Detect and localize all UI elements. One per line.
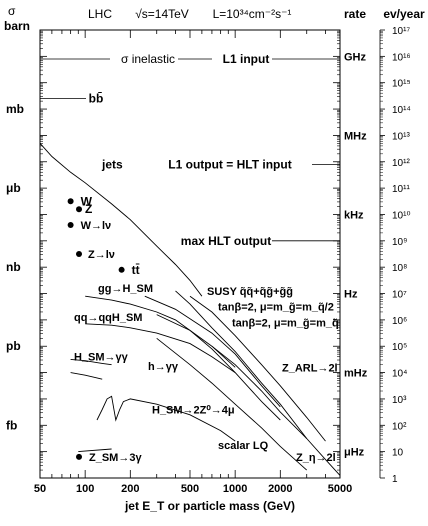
left-unit-label: mb [6,102,24,116]
markers [67,198,125,460]
left-unit-label: fb [6,418,17,432]
evyear-tick-label: 10¹⁷ [392,26,410,37]
marker-label-w: W [81,194,93,208]
curve-label-qq-qqh: qq→qqH_SM [74,312,142,324]
curve-tan-2-m-g-m-q-2 [144,295,281,408]
marker-z [76,206,83,213]
curve-jets [39,142,203,297]
evyear-tick-label: 10¹⁰ [392,210,410,221]
evyear-tick-label: 10¹⁴ [392,105,411,116]
x-tick-label: 50 [34,483,46,495]
curve-label-h-4mu: H_SM→2Z⁰→4μ [152,404,235,416]
rate-unit-label: kHz [344,209,364,221]
x-tick-label: 1000 [223,483,247,495]
marker-z-l- [76,251,83,257]
evyear-tick-label: 10⁸ [392,263,407,274]
ref-label-sigma-inelastic: σ inelastic [121,52,175,66]
header-rate: rate [344,7,366,21]
labels: 50 100 200 500 1000 2000 5000 jet E_T or partic… [4,4,425,513]
curve-label-gg-h: gg→H_SM [98,283,153,295]
header-machine: LHC [88,7,112,21]
curve-label-susy: SUSY q̃q̃+q̃g̃+g̃g̃ [207,286,293,298]
curve-label-h-gg-susy: h→γγ [148,361,179,373]
curves [39,142,341,476]
curve-label-scalar-lq: scalar LQ [218,440,269,452]
curve-label-zarl: Z_ARL→2l [282,362,338,374]
x-tick-label: 100 [76,483,94,495]
curve-susy-q-q-q-g-g-g- [175,290,308,439]
evyear-tick-label: 10¹² [392,158,410,169]
ref-label-max-hlt: max HLT output [181,234,271,248]
rate-unit-label: mHz [344,368,368,380]
left-unit-label: μb [6,181,21,195]
evyear-tick-label: 10¹¹ [392,184,410,195]
marker-label-tt: tt̄ [132,263,140,277]
marker-label-w-lnu: W→lν [81,220,112,232]
curve-label-h-gammagamma: H_SM→γγ [74,352,129,364]
evyear-tick-label: 10¹⁵ [392,79,411,90]
curve-label-zeta: Z_η→2l [296,452,336,464]
evyear-tick-label: 10⁶ [392,316,407,327]
evyear-tick-label: 10 [392,448,404,459]
rate-unit-label: GHz [344,51,367,63]
evyear-tick-label: 10³ [392,395,407,406]
x-tick-label: 200 [121,483,139,495]
curve-label-tanb-full: tanβ=2, μ=m_g̃=m_q̃ [232,317,339,329]
evyear-tick-label: 10⁷ [392,290,407,301]
curve-h-sm-2z-4- [96,395,236,442]
marker-label-z-3gamma: Z_SM→3γ [89,452,142,464]
curve-z-arl-2l [189,295,326,442]
marker-tt- [118,266,125,273]
curve-scalar-lq [156,337,308,471]
rate-unit-label: MHz [344,130,367,142]
marker-z-sm-3- [76,453,83,460]
rate-unit-label: Hz [344,289,358,301]
marker-w [67,198,74,205]
evyear-tick-label: 1 [392,474,398,485]
evyear-tick-label: 10⁴ [392,369,407,380]
x-axis-label: jet E_T or particle mass (GeV) [124,499,295,513]
evyear-tick-label: 10¹⁶ [392,52,411,63]
curve-qq-qqh-sm [85,323,236,373]
marker-label-z: Z [85,202,92,216]
curve-label-tanb-half: tanβ=2, μ=m_g̃=m_q̃/2 [218,302,334,314]
ref-label-l1-input: L1 input [223,52,270,66]
curve-h-sm- [70,358,112,366]
left-unit-label: pb [6,339,21,353]
rate-unit-label: μHz [344,447,365,459]
header-sigma: σ [8,4,16,18]
ref-label-l1-output: L1 output = HLT input [168,157,291,171]
curve-h- [70,372,103,380]
header-evyear: ev/year [383,7,425,21]
x-tick-label: 2000 [268,483,292,495]
reference-lines [40,58,340,242]
evyear-tick-label: 10⁵ [392,342,407,353]
left-unit-label: nb [6,260,21,274]
curve-label-jets: jets [101,157,123,171]
curve-z-2l [211,345,341,476]
header-barn: barn [4,19,30,33]
header-lumi: L=10³⁴cm⁻²s⁻¹ [213,7,292,21]
marker-w-l- [67,222,74,229]
x-tick-label: 500 [181,483,199,495]
evyear-tick-label: 10¹³ [392,131,410,142]
curve-tan-2-m-g-m-q- [156,314,281,421]
header-energy: √s=14TeV [135,7,189,21]
curve-z-sm-3- [78,448,112,453]
evyear-tick-label: 10² [392,421,407,432]
ref-label-bb: bb̄ [89,92,104,106]
curve-gg-h-sm [85,295,236,368]
evyear-tick-label: 10⁹ [392,237,407,248]
marker-label-z-lnu: Z→lν [88,249,115,261]
x-tick-label: 5000 [328,483,352,495]
